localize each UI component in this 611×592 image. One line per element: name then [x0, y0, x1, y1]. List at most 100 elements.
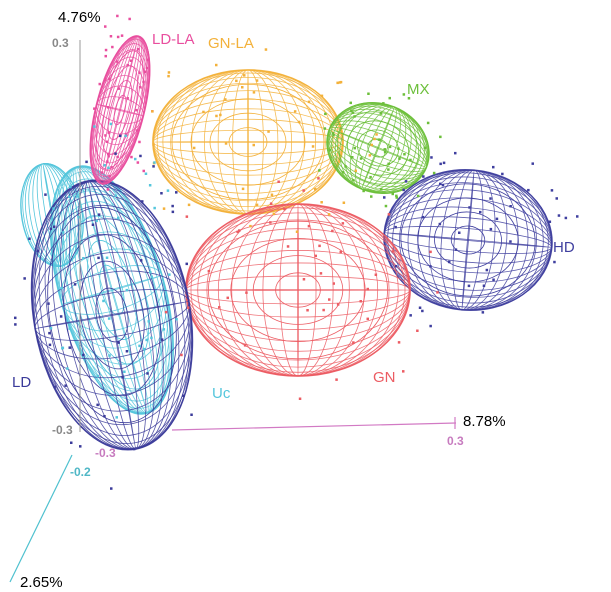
point — [109, 35, 113, 38]
point — [138, 71, 141, 74]
ring — [347, 120, 409, 176]
point — [107, 166, 110, 170]
point — [382, 102, 385, 105]
group-label: LD — [12, 374, 31, 391]
point — [468, 206, 471, 209]
point — [557, 214, 561, 217]
point — [418, 306, 422, 309]
point — [116, 35, 120, 39]
point — [322, 308, 325, 312]
point — [68, 327, 71, 330]
point — [153, 206, 156, 210]
ring — [171, 84, 325, 200]
y-top-tick: 0.3 — [52, 36, 69, 50]
point — [373, 137, 376, 141]
point — [69, 185, 72, 189]
meridian — [246, 203, 350, 377]
point — [125, 350, 129, 353]
ring — [74, 215, 150, 365]
point — [153, 161, 156, 164]
ring — [87, 240, 137, 340]
y-bottom-tick: -0.3 — [52, 423, 73, 437]
point — [100, 171, 104, 174]
point — [106, 106, 110, 109]
point — [132, 447, 136, 451]
point — [442, 161, 446, 165]
point — [252, 143, 255, 147]
point — [302, 189, 305, 192]
parallel — [185, 204, 411, 376]
point — [394, 225, 397, 229]
point — [235, 79, 238, 83]
point — [439, 162, 442, 166]
point — [143, 347, 146, 351]
point — [164, 310, 168, 314]
point — [430, 156, 433, 159]
point — [332, 282, 335, 285]
point — [353, 115, 356, 118]
point — [369, 175, 372, 179]
point — [187, 203, 191, 207]
point — [351, 156, 354, 159]
x-axis — [171, 422, 457, 431]
point — [302, 278, 306, 281]
parallel — [185, 289, 411, 291]
meridian — [203, 69, 293, 215]
ring — [228, 127, 268, 157]
point — [344, 165, 347, 168]
group-label: LD-LA — [152, 31, 195, 48]
meridian — [31, 179, 193, 451]
point — [298, 397, 302, 400]
ring — [208, 220, 388, 360]
point — [352, 178, 355, 182]
point — [270, 193, 274, 196]
point — [421, 215, 425, 219]
point — [429, 324, 432, 328]
point — [255, 79, 259, 82]
point — [36, 249, 40, 253]
point — [192, 146, 196, 150]
point — [103, 164, 106, 167]
meridian — [101, 35, 139, 185]
point — [130, 155, 133, 159]
point — [555, 197, 558, 200]
point — [102, 299, 105, 303]
point — [111, 45, 114, 49]
parallel — [152, 98, 344, 186]
point — [77, 216, 81, 219]
point — [441, 183, 445, 187]
point — [207, 269, 211, 273]
parallel — [383, 206, 553, 274]
parallel — [152, 141, 344, 143]
point — [489, 197, 492, 200]
point — [324, 112, 327, 116]
point — [168, 273, 171, 276]
point — [126, 97, 129, 100]
point — [145, 338, 148, 342]
point — [366, 287, 369, 291]
point — [249, 224, 252, 228]
point — [353, 146, 356, 150]
point — [448, 260, 451, 264]
point — [167, 74, 170, 78]
parallel — [96, 103, 144, 117]
point — [379, 112, 383, 115]
point — [402, 93, 406, 96]
point — [236, 230, 239, 234]
point — [318, 244, 321, 248]
parallel — [152, 69, 344, 215]
point — [139, 154, 142, 158]
point — [485, 268, 489, 272]
point — [116, 14, 119, 18]
point — [255, 203, 259, 207]
point — [152, 165, 155, 168]
point — [269, 221, 272, 224]
ring — [367, 138, 389, 158]
ring — [95, 287, 129, 343]
point — [388, 96, 391, 100]
point — [328, 148, 332, 152]
point — [147, 320, 150, 323]
point — [215, 114, 218, 118]
point — [370, 195, 373, 198]
meridian — [186, 203, 410, 377]
